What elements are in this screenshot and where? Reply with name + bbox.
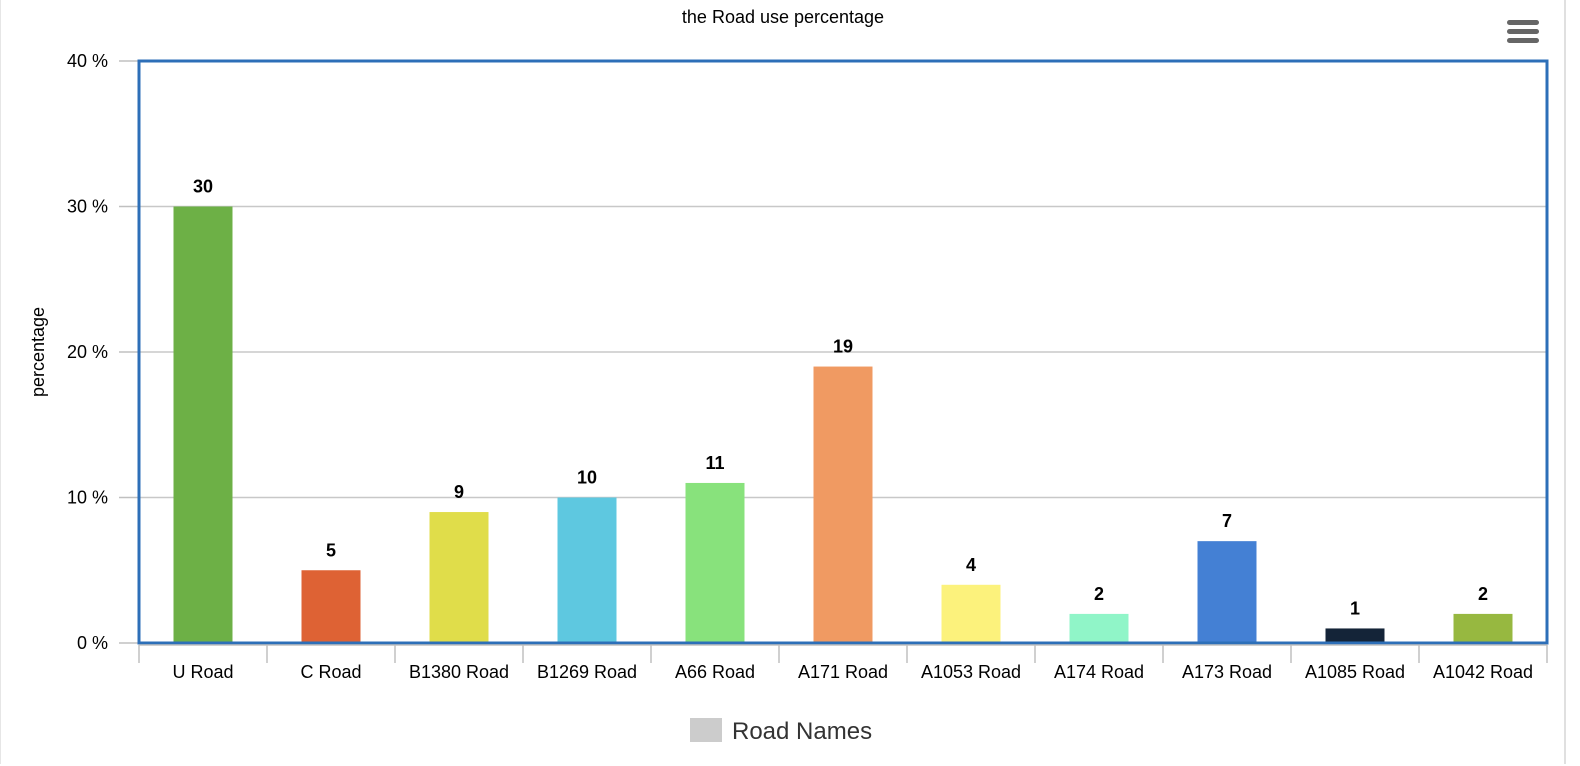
menu-bar-line bbox=[1507, 20, 1539, 25]
bar-data-label: 4 bbox=[966, 555, 976, 575]
legend-label: Road Names bbox=[732, 718, 872, 745]
plot-border bbox=[137, 59, 1549, 645]
x-tick-label: A174 Road bbox=[1054, 662, 1144, 682]
x-tick-label: A1042 Road bbox=[1433, 662, 1533, 682]
x-tick-label: C Road bbox=[300, 662, 361, 682]
bars bbox=[173, 206, 1513, 644]
x-tick-label: A173 Road bbox=[1182, 662, 1272, 682]
y-tick-label: 40 % bbox=[67, 51, 108, 71]
x-tick-label: A1053 Road bbox=[921, 662, 1021, 682]
bar[interactable] bbox=[429, 512, 489, 643]
bar-data-label: 2 bbox=[1094, 584, 1104, 604]
y-tick-label: 0 % bbox=[77, 633, 108, 653]
x-tick-label: B1380 Road bbox=[409, 662, 509, 682]
menu-bar-line bbox=[1507, 29, 1539, 34]
y-tick-label: 30 % bbox=[67, 197, 108, 217]
bar[interactable] bbox=[1325, 628, 1385, 643]
hamburger-menu-icon[interactable] bbox=[1503, 16, 1541, 48]
bar[interactable] bbox=[813, 366, 873, 643]
bar[interactable] bbox=[1197, 541, 1257, 643]
menu-bar-line bbox=[1507, 38, 1539, 43]
bar[interactable] bbox=[557, 497, 617, 644]
bar-data-label: 19 bbox=[833, 337, 853, 357]
y-tick-label: 20 % bbox=[67, 342, 108, 362]
y-axis-title: percentage bbox=[28, 307, 48, 397]
bar-data-label: 7 bbox=[1222, 511, 1232, 531]
bar[interactable] bbox=[173, 206, 233, 644]
legend-swatch bbox=[690, 718, 722, 742]
bar-data-label: 9 bbox=[454, 482, 464, 502]
legend[interactable]: Road Names bbox=[690, 718, 872, 745]
y-axis-ticks: 0 % 10 % 20 % 30 % 40 % bbox=[67, 51, 139, 653]
bar[interactable] bbox=[941, 584, 1001, 643]
x-tick-label: A66 Road bbox=[675, 662, 755, 682]
y-tick-label: 10 % bbox=[67, 488, 108, 508]
x-axis: U Road C Road B1380 Road B1269 Road A66 Road… bbox=[138, 644, 1548, 682]
bar-data-label: 11 bbox=[705, 453, 724, 473]
bar[interactable] bbox=[685, 482, 745, 643]
x-tick-label: A171 Road bbox=[798, 662, 888, 682]
chart-title: the Road use percentage bbox=[682, 7, 884, 27]
bar[interactable] bbox=[1069, 613, 1129, 643]
x-tick-label: B1269 Road bbox=[537, 662, 637, 682]
x-tick-label: U Road bbox=[172, 662, 233, 682]
bar-data-label: 30 bbox=[193, 177, 213, 197]
bar-data-label: 2 bbox=[1478, 584, 1488, 604]
bar-data-label: 10 bbox=[577, 468, 597, 488]
bar-data-label: 5 bbox=[326, 540, 336, 560]
bar[interactable] bbox=[1453, 613, 1513, 643]
x-tick-label: A1085 Road bbox=[1305, 662, 1405, 682]
bar-data-label: 1 bbox=[1350, 598, 1360, 618]
bar[interactable] bbox=[301, 570, 361, 643]
